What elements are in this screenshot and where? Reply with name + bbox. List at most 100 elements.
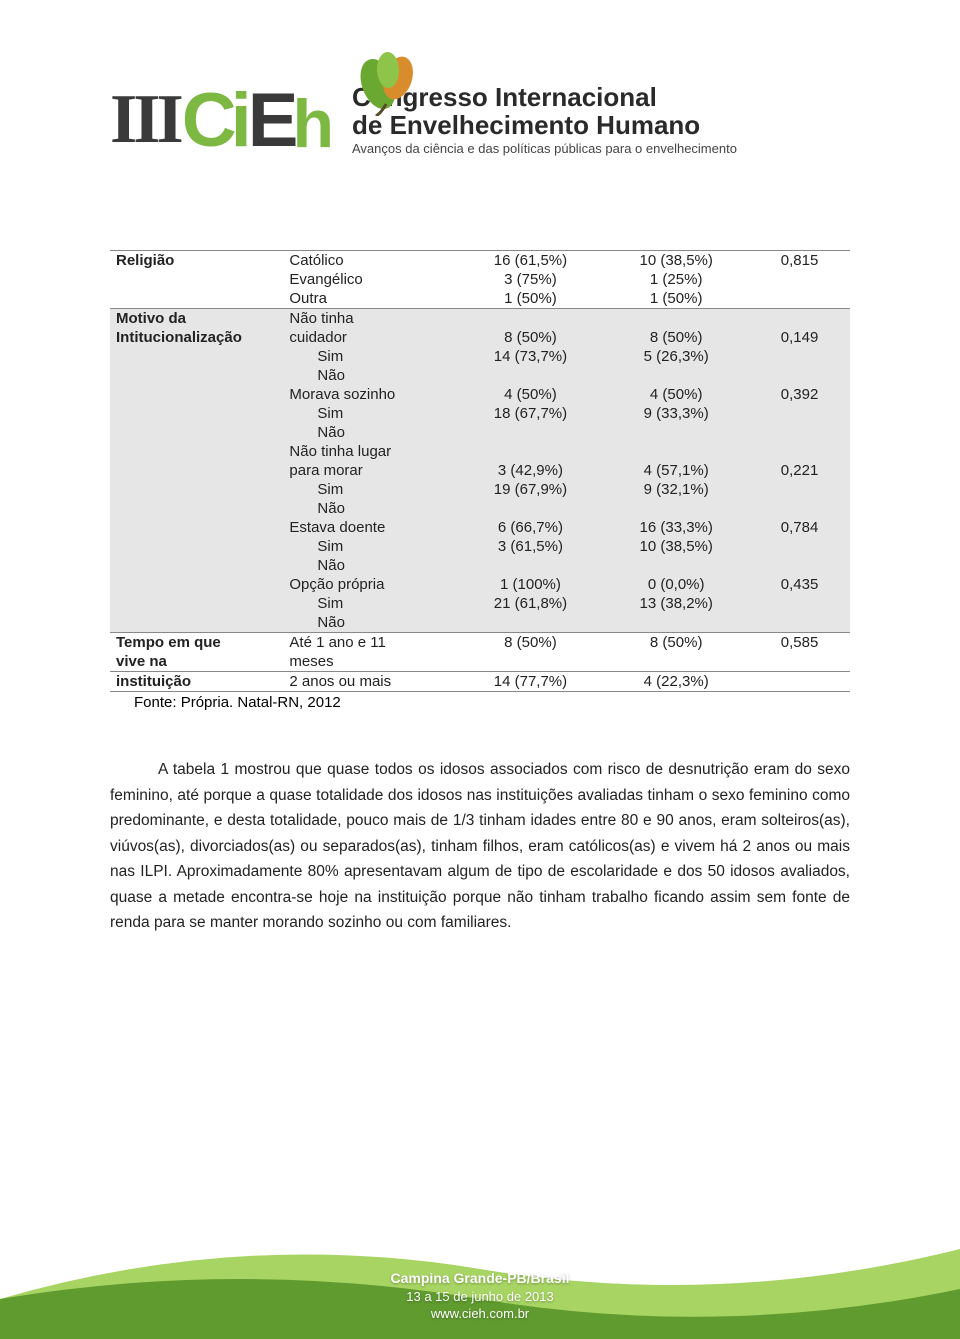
footer-line1: Campina Grande-PB/Brasil — [0, 1269, 960, 1288]
table-cell: 14 (73,7%) — [458, 347, 604, 366]
table-cell: 0,392 — [749, 385, 850, 404]
table-cell — [603, 309, 749, 329]
table-cell — [749, 347, 850, 366]
table-cell: 8 (50%) — [603, 328, 749, 347]
table-cell — [749, 672, 850, 692]
table-cell: Não tinha — [289, 309, 457, 329]
table-row: Não — [110, 423, 850, 442]
table-row: Morava sozinho4 (50%)4 (50%)0,392 — [110, 385, 850, 404]
table-cell: 5 (26,3%) — [603, 347, 749, 366]
table-cell — [603, 442, 749, 461]
table-cell: 4 (50%) — [603, 385, 749, 404]
table-row: vive nameses — [110, 652, 850, 672]
table-cell: 0,435 — [749, 575, 850, 594]
table-row: Motivo daNão tinha — [110, 309, 850, 329]
table-row: Não — [110, 499, 850, 518]
table-cell: 0,221 — [749, 461, 850, 480]
table-cell — [603, 366, 749, 385]
table-cell: 9 (33,3%) — [603, 404, 749, 423]
table-cell: Sim — [289, 404, 457, 423]
table-source: Fonte: Própria. Natal-RN, 2012 — [110, 694, 850, 711]
table-cell: Intitucionalização — [110, 328, 289, 347]
table-cell — [458, 423, 604, 442]
table-cell: Não — [289, 499, 457, 518]
table-row: Sim3 (61,5%)10 (38,5%) — [110, 537, 850, 556]
table-row: Outra1 (50%)1 (50%) — [110, 289, 850, 309]
table-cell — [749, 613, 850, 633]
table-cell: 3 (42,9%) — [458, 461, 604, 480]
main-content: ReligiãoCatólico16 (61,5%)10 (38,5%)0,81… — [110, 250, 850, 936]
table-cell: 9 (32,1%) — [603, 480, 749, 499]
table-cell: Não — [289, 366, 457, 385]
table-cell — [749, 652, 850, 672]
table-cell — [749, 556, 850, 575]
table-cell — [603, 423, 749, 442]
table-cell: 16 (33,3%) — [603, 518, 749, 537]
table-cell — [603, 652, 749, 672]
table-cell: para morar — [289, 461, 457, 480]
table-cell — [110, 537, 289, 556]
table-cell — [110, 556, 289, 575]
footer-text: Campina Grande-PB/Brasil 13 a 15 de junh… — [0, 1269, 960, 1323]
table-cell: 0,585 — [749, 633, 850, 653]
table-cell — [110, 366, 289, 385]
table-cell: 8 (50%) — [458, 328, 604, 347]
table-cell: Estava doente — [289, 518, 457, 537]
table-cell: Não — [289, 423, 457, 442]
table-row: Intitucionalizaçãocuidador8 (50%)8 (50%)… — [110, 328, 850, 347]
table-cell: instituição — [110, 672, 289, 692]
table-cell — [110, 423, 289, 442]
table-cell — [749, 499, 850, 518]
table-row: Não — [110, 366, 850, 385]
table-cell — [458, 309, 604, 329]
table-row: Sim19 (67,9%)9 (32,1%) — [110, 480, 850, 499]
table-row: Estava doente6 (66,7%)16 (33,3%)0,784 — [110, 518, 850, 537]
table-cell — [110, 613, 289, 633]
table-cell: Sim — [289, 537, 457, 556]
table-row: Não — [110, 556, 850, 575]
table-cell: 13 (38,2%) — [603, 594, 749, 613]
table-cell: 10 (38,5%) — [603, 251, 749, 271]
table-cell — [603, 499, 749, 518]
table-cell — [110, 461, 289, 480]
footer: Campina Grande-PB/Brasil 13 a 15 de junh… — [0, 1189, 960, 1339]
table-cell — [749, 480, 850, 499]
table-cell: 1 (50%) — [603, 289, 749, 309]
table-cell — [458, 442, 604, 461]
table-cell: Até 1 ano e 11 — [289, 633, 457, 653]
table-cell — [458, 366, 604, 385]
table-cell: cuidador — [289, 328, 457, 347]
table-cell — [110, 404, 289, 423]
table-cell: 19 (67,9%) — [458, 480, 604, 499]
table-cell: 4 (57,1%) — [603, 461, 749, 480]
table-cell: Sim — [289, 594, 457, 613]
table-cell: 8 (50%) — [458, 633, 604, 653]
data-table: ReligiãoCatólico16 (61,5%)10 (38,5%)0,81… — [110, 250, 850, 692]
table-cell: 18 (67,7%) — [458, 404, 604, 423]
table-cell: Não — [289, 556, 457, 575]
cieh-logo: CiEh — [182, 77, 334, 164]
table-cell: Tempo em que — [110, 633, 289, 653]
table-cell — [110, 289, 289, 309]
table-cell — [110, 480, 289, 499]
table-cell: 14 (77,7%) — [458, 672, 604, 692]
table-row: Sim21 (61,8%)13 (38,2%) — [110, 594, 850, 613]
table-cell: vive na — [110, 652, 289, 672]
footer-line2: 13 a 15 de junho de 2013 — [0, 1288, 960, 1306]
table-cell — [749, 537, 850, 556]
table-cell — [110, 575, 289, 594]
table-row: para morar3 (42,9%)4 (57,1%)0,221 — [110, 461, 850, 480]
body-paragraph: A tabela 1 mostrou que quase todos os id… — [110, 757, 850, 936]
table-cell: 0,149 — [749, 328, 850, 347]
table-row: Opção própria1 (100%)0 (0,0%)0,435 — [110, 575, 850, 594]
table-cell — [110, 270, 289, 289]
table-cell: Sim — [289, 480, 457, 499]
table-row: Tempo em queAté 1 ano e 118 (50%)8 (50%)… — [110, 633, 850, 653]
table-cell — [603, 556, 749, 575]
footer-line3: www.cieh.com.br — [0, 1305, 960, 1323]
leaf-icon — [350, 46, 430, 121]
table-cell: meses — [289, 652, 457, 672]
table-cell — [749, 309, 850, 329]
table-row: instituição2 anos ou mais14 (77,7%)4 (22… — [110, 672, 850, 692]
table-cell: 4 (22,3%) — [603, 672, 749, 692]
